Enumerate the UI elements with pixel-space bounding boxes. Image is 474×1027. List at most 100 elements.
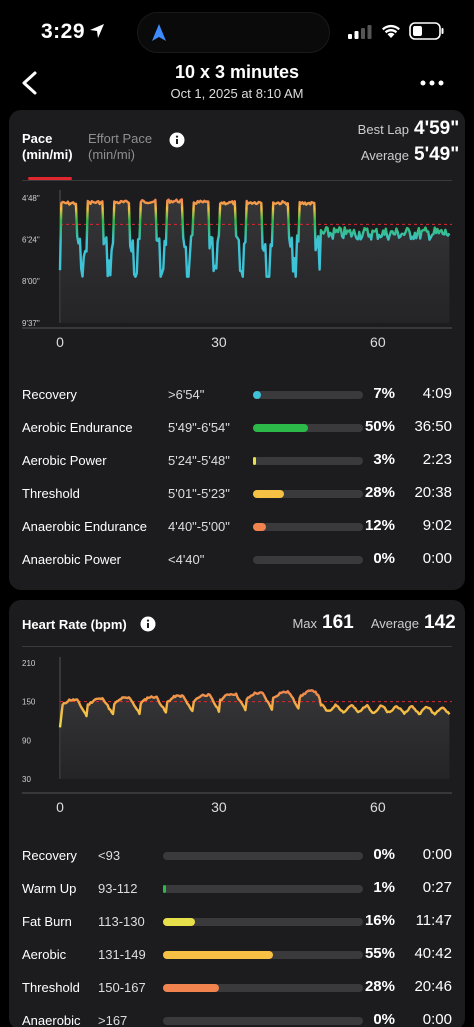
zone-time: 0:00 <box>422 550 452 567</box>
zone-bar-track <box>163 951 363 959</box>
zone-percent: 3% <box>373 451 395 468</box>
zone-row: Aerobic Endurance 5'49"-6'54" 50% 36:50 <box>9 418 465 438</box>
zone-time: 0:00 <box>422 1011 452 1027</box>
zone-name: Anaerobic Power <box>22 552 121 567</box>
zone-bar-fill <box>253 424 308 432</box>
zone-name: Fat Burn <box>22 914 72 929</box>
zone-bar-fill <box>163 918 195 926</box>
zone-range: 5'49"-6'54" <box>168 420 230 435</box>
y-tick-label: 9'37" <box>22 319 40 328</box>
hr-line <box>58 689 451 728</box>
average-hr-value: 142 <box>424 612 456 633</box>
zone-range: >6'54" <box>168 387 205 402</box>
wifi-icon <box>382 24 400 38</box>
zone-percent: 12% <box>364 517 395 534</box>
zone-row: Anaerobic Power <4'40" 0% 0:00 <box>9 550 465 570</box>
y-tick-label: 30 <box>22 775 31 784</box>
zone-bar-track <box>253 556 363 564</box>
zone-percent: 0% <box>373 846 395 863</box>
zone-row: Aerobic 131-149 55% 40:42 <box>9 945 465 965</box>
zone-bar-fill <box>253 391 261 399</box>
zone-row: Recovery >6'54" 7% 4:09 <box>9 385 465 405</box>
info-icon[interactable] <box>140 616 156 632</box>
zone-bar-track <box>163 885 363 893</box>
page-title: 10 x 3 minutes <box>174 62 300 82</box>
zone-time: 11:47 <box>415 912 452 929</box>
active-tab-indicator <box>28 177 72 180</box>
heart-rate-card: Heart Rate (bpm) Max 161 Average 142 210… <box>9 600 465 1027</box>
navigation-arrow-icon <box>152 24 166 41</box>
info-icon[interactable] <box>169 132 185 148</box>
zone-percent: 0% <box>373 1011 395 1027</box>
zone-time: 20:38 <box>414 484 452 501</box>
zone-bar-fill <box>163 951 273 959</box>
zone-range: 4'40"-5'00" <box>168 519 230 534</box>
zone-range: <4'40" <box>168 552 205 567</box>
zone-name: Threshold <box>22 486 80 501</box>
tab-effort-pace[interactable]: Effort Pace (min/mi) <box>88 131 152 163</box>
zone-name: Aerobic Power <box>22 453 107 468</box>
zone-bar-fill <box>163 984 219 992</box>
average-pace-label: Average <box>360 148 409 163</box>
zone-percent: 7% <box>373 385 395 402</box>
zone-time: 2:23 <box>422 451 452 468</box>
zone-bar-track <box>163 1017 363 1025</box>
max-hr-label: Max <box>292 616 317 631</box>
more-options-icon[interactable] <box>420 79 444 87</box>
zone-bar-fill <box>253 490 284 498</box>
zone-range: 93-112 <box>98 881 138 896</box>
x-tick-label: 30 <box>211 334 227 350</box>
heart-rate-chart: 210 150 90 30 0 30 60 <box>9 652 465 820</box>
zone-range: 150-167 <box>98 980 146 995</box>
x-tick-label: 60 <box>370 799 386 815</box>
zone-bar-track <box>253 424 363 432</box>
zone-range: 5'24"-5'48" <box>168 453 230 468</box>
max-hr-value: 161 <box>322 612 354 633</box>
divider <box>22 646 452 647</box>
y-tick-label: 8'00" <box>22 277 40 286</box>
zone-percent: 16% <box>364 912 395 929</box>
zone-percent: 1% <box>373 879 395 896</box>
y-tick-label: 150 <box>22 698 36 707</box>
zone-bar-track <box>253 490 363 498</box>
zone-percent: 50% <box>364 418 395 435</box>
best-lap-value: 4'59" <box>414 118 460 139</box>
zone-bar-fill <box>163 885 166 893</box>
zone-percent: 55% <box>364 945 395 962</box>
status-bar: 3:29 <box>0 0 474 60</box>
y-tick-label: 4'48" <box>22 194 40 203</box>
tab-pace-unit: (min/mi) <box>22 147 73 162</box>
zone-row: Anaerobic >167 0% 0:00 <box>9 1011 465 1027</box>
zone-name: Threshold <box>22 980 80 995</box>
location-arrow-icon <box>90 24 104 38</box>
nav-header: 10 x 3 minutes Oct 1, 2025 at 8:10 AM <box>0 60 474 106</box>
zone-row: Fat Burn 113-130 16% 11:47 <box>9 912 465 932</box>
tab-pace[interactable]: Pace (min/mi) <box>22 131 73 163</box>
zone-percent: 28% <box>364 978 395 995</box>
dynamic-island <box>137 12 330 53</box>
back-chevron-icon[interactable] <box>20 70 38 96</box>
zone-bar-track <box>253 391 363 399</box>
zone-range: >167 <box>98 1013 128 1027</box>
zone-range: 5'01"-5'23" <box>168 486 230 501</box>
zone-row: Warm Up 93-112 1% 0:27 <box>9 879 465 899</box>
zone-time: 9:02 <box>422 517 452 534</box>
zone-bar-track <box>163 852 363 860</box>
pace-chart: 4'48" 6'24" 8'00" 9'37" 0 30 60 <box>9 186 465 364</box>
zone-time: 0:27 <box>422 879 452 896</box>
zone-percent: 28% <box>364 484 395 501</box>
x-tick-label: 0 <box>56 799 64 815</box>
heart-rate-title: Heart Rate (bpm) <box>22 617 127 632</box>
x-tick-label: 30 <box>211 799 227 815</box>
zone-time: 40:42 <box>414 945 452 962</box>
zone-name: Recovery <box>22 848 77 863</box>
zone-time: 4:09 <box>422 385 452 402</box>
x-tick-label: 60 <box>370 334 386 350</box>
divider <box>22 180 452 181</box>
zone-name: Aerobic Endurance <box>22 420 133 435</box>
zone-bar-track <box>163 918 363 926</box>
zone-range: <93 <box>98 848 121 863</box>
status-time: 3:29 <box>41 20 86 43</box>
y-tick-label: 210 <box>22 659 36 668</box>
zone-name: Recovery <box>22 387 77 402</box>
